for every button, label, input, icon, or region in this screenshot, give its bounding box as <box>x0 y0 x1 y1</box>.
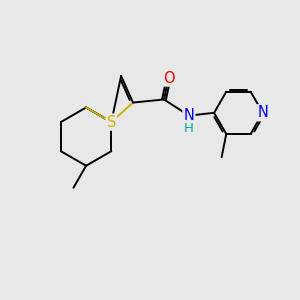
Text: O: O <box>163 70 174 86</box>
Text: N: N <box>184 108 194 123</box>
Text: N: N <box>257 105 268 120</box>
Text: H: H <box>184 122 194 136</box>
Text: S: S <box>106 115 116 130</box>
